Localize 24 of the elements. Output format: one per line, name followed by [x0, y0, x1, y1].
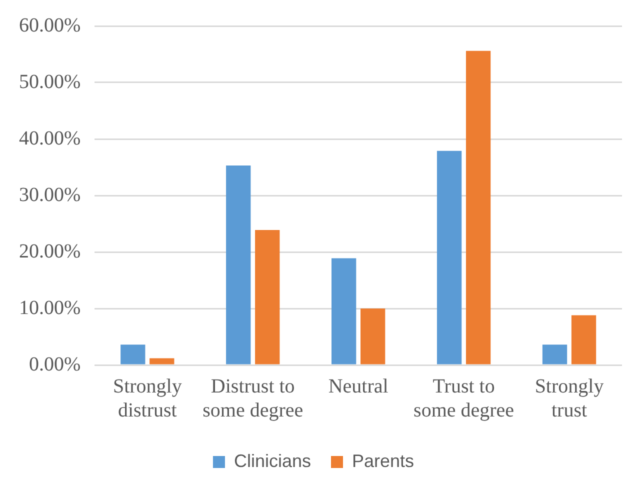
x-tick-label: Neutral	[328, 375, 389, 398]
y-tick-label: 0.00%	[28, 353, 81, 376]
legend-label: Parents	[352, 450, 414, 471]
bar	[255, 230, 280, 364]
x-tick-label: Strongly trust	[534, 375, 604, 422]
y-tick-label: 30.00%	[18, 184, 81, 206]
y-tick-label: 10.00%	[18, 296, 81, 319]
x-tick-label: Distrust to some degree	[202, 375, 304, 422]
bar	[150, 358, 174, 364]
y-tick-label: 50.00%	[18, 70, 81, 93]
bar	[332, 258, 356, 364]
x-tick-label: Trust to some degree	[414, 375, 514, 422]
bar	[466, 50, 491, 364]
bar	[120, 344, 146, 364]
bar	[360, 308, 386, 364]
legend-label: Clinicians	[234, 450, 311, 471]
y-tick-label: 20.00%	[18, 240, 81, 262]
bar	[436, 150, 462, 364]
bar	[571, 315, 596, 364]
y-tick-label: 60.00%	[18, 14, 81, 36]
bar	[542, 344, 568, 364]
x-tick-label: Strongly distrust	[112, 375, 182, 422]
bar	[226, 166, 251, 364]
y-tick-label: 40.00%	[18, 127, 81, 150]
